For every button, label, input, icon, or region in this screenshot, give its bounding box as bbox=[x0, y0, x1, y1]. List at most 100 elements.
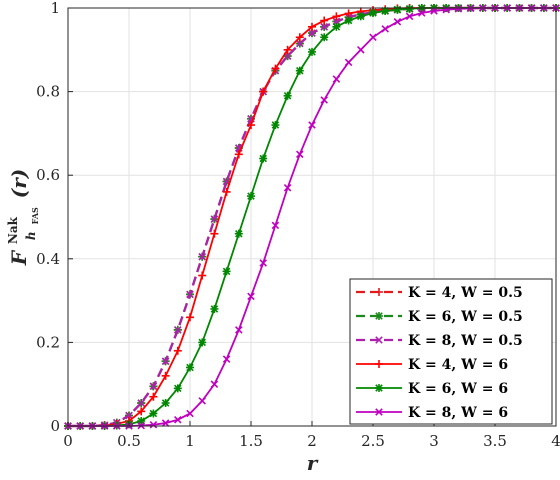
data-point-stroke bbox=[344, 16, 353, 25]
data-point-stroke bbox=[332, 75, 341, 83]
data-point-stroke bbox=[308, 29, 316, 37]
data-point bbox=[222, 187, 231, 196]
data-point-stroke bbox=[174, 326, 182, 334]
data-point-stroke bbox=[235, 229, 243, 238]
data-point bbox=[369, 33, 377, 42]
x-tick-label: 4 bbox=[551, 432, 560, 450]
data-point bbox=[186, 290, 194, 299]
data-point bbox=[137, 399, 145, 407]
data-point-stroke bbox=[320, 23, 328, 31]
data-point bbox=[283, 91, 292, 100]
y-tick-label: 0.2 bbox=[36, 333, 60, 351]
data-point bbox=[295, 66, 304, 75]
legend-marker-3-stroke bbox=[375, 336, 383, 344]
data-point bbox=[210, 215, 219, 223]
data-point-stroke bbox=[198, 338, 206, 347]
legend-label-1: K = 4, W = 0.5 bbox=[408, 285, 523, 301]
data-point-stroke bbox=[430, 7, 438, 15]
x-tick-label: 0.5 bbox=[117, 432, 141, 450]
data-point bbox=[125, 411, 133, 420]
data-point bbox=[222, 267, 231, 276]
data-point-stroke bbox=[296, 39, 304, 48]
x-tick-label: 1.5 bbox=[239, 432, 263, 450]
data-point-stroke bbox=[393, 18, 402, 26]
data-point-stroke bbox=[320, 33, 328, 42]
data-point bbox=[222, 355, 231, 363]
data-point bbox=[332, 17, 341, 26]
data-point bbox=[308, 29, 316, 37]
y-tick-label: 0 bbox=[50, 417, 60, 435]
y-label-argument: (r) bbox=[7, 169, 31, 198]
data-point bbox=[271, 221, 280, 230]
data-point bbox=[308, 47, 316, 56]
data-point-stroke bbox=[259, 259, 267, 267]
data-point bbox=[356, 12, 365, 21]
legend-label-6: K = 8, W = 6 bbox=[408, 405, 508, 421]
data-point bbox=[296, 39, 304, 48]
data-point-stroke bbox=[149, 409, 158, 418]
x-tick-label: 1 bbox=[185, 432, 195, 450]
data-point-stroke bbox=[344, 58, 353, 67]
legend: K = 4, W = 0.5 K = 6, W = 0.5 K = 8, W = 0… bbox=[349, 278, 553, 425]
data-point bbox=[173, 346, 182, 355]
data-point bbox=[320, 96, 328, 104]
data-point bbox=[320, 16, 329, 25]
y-label-subscript-small: FAS bbox=[30, 207, 40, 224]
y-tick-label: 0.8 bbox=[36, 83, 60, 101]
data-point bbox=[283, 45, 292, 54]
data-point bbox=[344, 58, 353, 67]
data-point bbox=[418, 9, 426, 17]
data-point-stroke bbox=[137, 399, 145, 407]
data-point-stroke bbox=[283, 52, 292, 60]
data-point bbox=[332, 12, 341, 21]
data-point-stroke bbox=[235, 326, 243, 334]
data-point-stroke bbox=[149, 382, 158, 391]
data-point bbox=[320, 23, 328, 31]
data-point bbox=[393, 18, 402, 26]
data-point bbox=[198, 397, 206, 405]
data-point bbox=[161, 399, 170, 408]
data-point bbox=[308, 121, 316, 129]
data-point bbox=[271, 121, 280, 130]
data-point bbox=[259, 259, 267, 267]
svg-text:F Nak h FAS: F Nak h FAS (r) bbox=[0, 169, 43, 267]
data-point-stroke bbox=[308, 121, 316, 129]
data-point bbox=[381, 25, 389, 33]
data-point-stroke bbox=[198, 252, 206, 261]
x-tick-label: 3 bbox=[429, 432, 439, 450]
data-point-stroke bbox=[454, 5, 463, 13]
data-point-stroke bbox=[198, 397, 206, 405]
data-point bbox=[247, 292, 255, 301]
data-point bbox=[247, 192, 255, 201]
x-tick-label: 3.5 bbox=[483, 432, 507, 450]
data-point-stroke bbox=[405, 12, 414, 21]
legend-label-3: K = 8, W = 0.5 bbox=[408, 333, 523, 349]
data-point bbox=[357, 46, 365, 54]
data-point bbox=[235, 326, 243, 334]
data-point-stroke bbox=[174, 415, 182, 424]
legend-marker-6-stroke bbox=[375, 408, 383, 416]
data-point-stroke bbox=[210, 380, 219, 388]
legend-marker-2-stroke bbox=[375, 312, 383, 320]
ticks: 0 0.5 1 1.5 2 2.5 3 3.5 4 0 0.2 0.4 0.6 0.8 1 bbox=[36, 0, 560, 450]
data-point bbox=[344, 16, 353, 25]
data-point-stroke bbox=[210, 215, 219, 223]
data-point-stroke bbox=[418, 9, 426, 17]
data-point-stroke bbox=[186, 290, 194, 299]
data-point bbox=[308, 22, 316, 31]
data-point bbox=[186, 409, 194, 418]
data-point-stroke bbox=[174, 384, 182, 393]
data-point bbox=[283, 183, 292, 192]
data-point-stroke bbox=[186, 409, 194, 418]
legend-marker-1 bbox=[375, 288, 383, 296]
data-point bbox=[405, 4, 414, 13]
data-point bbox=[234, 229, 243, 238]
data-point-stroke bbox=[332, 23, 341, 31]
data-point-stroke bbox=[235, 144, 243, 152]
data-point-stroke bbox=[296, 66, 304, 75]
legend-label-4: K = 4, W = 6 bbox=[408, 357, 508, 373]
legend-marker-3 bbox=[375, 336, 383, 344]
legend-box bbox=[349, 278, 553, 425]
data-point bbox=[149, 382, 158, 391]
